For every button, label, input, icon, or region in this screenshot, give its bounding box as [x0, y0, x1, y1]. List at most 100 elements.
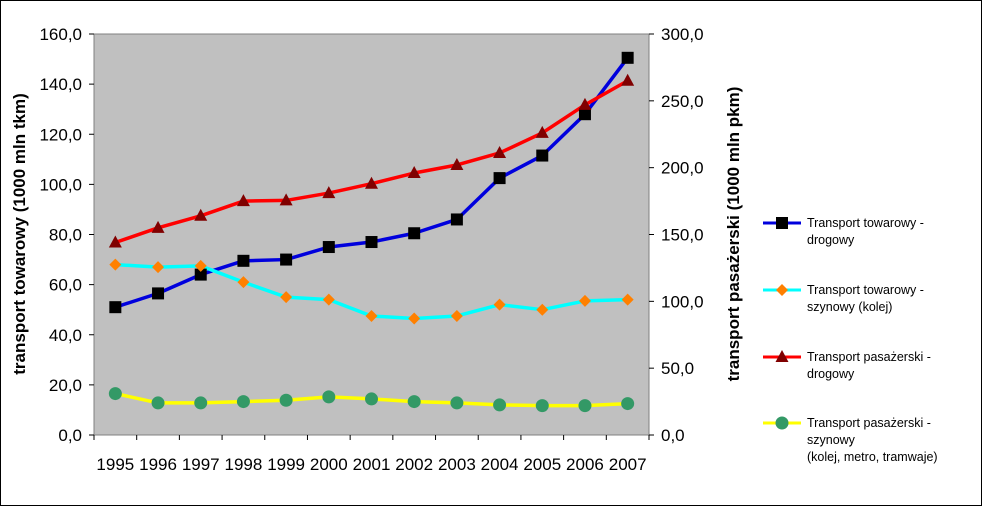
left-tick-label: 120,0 [39, 125, 82, 144]
series-2-point [408, 312, 421, 325]
series-2-point [152, 261, 165, 274]
series-4-point [621, 397, 635, 411]
left-tick-label: 60,0 [49, 276, 82, 295]
series-1-point [322, 241, 335, 254]
left-tick-label: 140,0 [39, 75, 82, 94]
series-4-point [407, 395, 421, 409]
series-3-point [194, 208, 208, 221]
series-1-point [194, 268, 207, 281]
series-1-point [450, 213, 463, 226]
right-tick-label: 50,0 [661, 359, 694, 378]
series-1-point [365, 236, 378, 249]
right-tick-label: 150,0 [661, 226, 704, 245]
series-3-point [407, 166, 421, 179]
series-4-point [535, 399, 549, 413]
legend-label-2: szynowy (kolej) [807, 300, 892, 314]
series-2-point [280, 291, 293, 304]
x-tick-label: 1996 [139, 455, 177, 474]
series-3-point [621, 73, 635, 86]
series-4-point [108, 387, 122, 401]
x-tick-label: 1995 [96, 455, 134, 474]
plot-area [93, 33, 650, 436]
series-1-point [109, 301, 122, 314]
x-tick-label: 1998 [225, 455, 263, 474]
legend-marker-4 [775, 416, 789, 430]
series-markers [108, 51, 635, 413]
series-2-point [450, 309, 463, 322]
right-tick-label: 100,0 [661, 292, 704, 311]
right-tick-label: 200,0 [661, 159, 704, 178]
series-3-point [279, 193, 293, 206]
series-2-point [194, 259, 207, 272]
series-3-point [151, 220, 165, 233]
legend-label-1: Transport towarowy - [807, 216, 924, 230]
left-tick-label: 100,0 [39, 175, 82, 194]
x-tick-label: 2003 [438, 455, 476, 474]
x-tick-label: 2004 [481, 455, 519, 474]
legend-label-2: Transport towarowy - [807, 283, 924, 297]
legend: Transport towarowy - drogowy Transport tow… [763, 216, 938, 464]
right-axis-ticks: 0,0 50,0 100,0 150,0 200,0 250,0 300,0 [649, 25, 704, 445]
right-tick-label: 250,0 [661, 92, 704, 111]
legend-label-4: Transport pasażerski - [807, 416, 931, 430]
series-4-point [151, 396, 165, 410]
right-tick-label: 0,0 [661, 426, 685, 445]
x-tick-label: 2006 [566, 455, 604, 474]
legend-marker-1 [776, 217, 788, 229]
series-2-point [237, 276, 250, 289]
left-tick-label: 40,0 [49, 326, 82, 345]
series-3-point [365, 176, 378, 189]
series-4-point [279, 393, 293, 407]
legend-label-3: Transport pasażerski - [807, 350, 931, 364]
legend-label-4: szynowy [807, 433, 856, 447]
series-2-point [109, 258, 122, 271]
series-4-point [236, 395, 250, 409]
left-tick-label: 0,0 [58, 426, 82, 445]
series-2-point [621, 293, 634, 306]
x-axis-ticks: 1995 1996 1997 1998 1999 2000 2001 2002 2003 2004… [93, 435, 650, 474]
series-3-point [450, 157, 464, 170]
legend-marker-3 [775, 350, 789, 362]
series-2-point [493, 298, 506, 311]
series-3-point [578, 97, 592, 110]
series-1-point [237, 254, 250, 267]
x-tick-label: 2005 [523, 455, 561, 474]
series-3-point [493, 145, 507, 158]
x-tick-label: 1999 [267, 455, 305, 474]
series-4-point [194, 396, 208, 410]
series-3-point [535, 125, 549, 138]
series-2-point [578, 294, 591, 307]
series-4-point [578, 399, 592, 413]
right-axis-title: transport pasażerski (1000 mln pkm) [724, 87, 743, 382]
left-tick-label: 160,0 [39, 25, 82, 44]
series-4-point [450, 396, 464, 410]
series-3-point [236, 194, 250, 207]
x-tick-label: 2001 [353, 455, 391, 474]
series-1-point [408, 227, 421, 240]
x-tick-label: 1997 [182, 455, 220, 474]
x-tick-label: 2007 [609, 455, 647, 474]
series-1-point [493, 172, 506, 185]
legend-label-1: drogowy [807, 233, 855, 247]
series-3-point [108, 235, 122, 248]
legend-label-3: drogowy [807, 367, 855, 381]
right-tick-label: 300,0 [661, 25, 704, 44]
left-tick-label: 20,0 [49, 376, 82, 395]
legend-marker-2 [776, 284, 788, 296]
series-1-point [578, 108, 591, 121]
left-tick-label: 80,0 [49, 226, 82, 245]
series-2-point [365, 309, 378, 322]
series-4-point [365, 392, 378, 406]
series-1-point [152, 287, 165, 300]
series-3-point [322, 186, 336, 199]
legend-label-4: (kolej, metro, tramwaje) [807, 450, 938, 464]
series-4-point [493, 398, 507, 412]
series-2-point [536, 303, 549, 316]
left-axis-title: transport towarowy (1000 mln tkm) [10, 93, 29, 375]
left-axis-ticks: 0,0 20,0 40,0 60,0 80,0 100,0 120,0 140,0 160,0 [39, 25, 94, 445]
x-tick-label: 2002 [395, 455, 433, 474]
series-1-point [621, 51, 634, 64]
series-4-point [322, 390, 336, 404]
